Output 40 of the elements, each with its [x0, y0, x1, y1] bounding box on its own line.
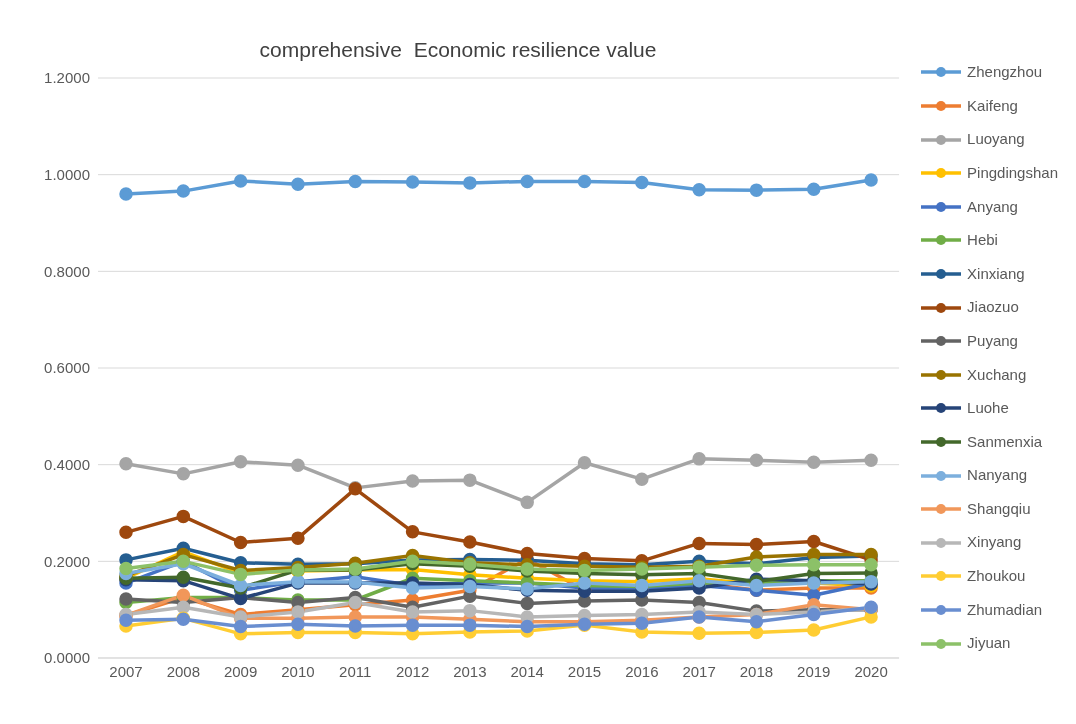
- legend-label: Pingdingshan: [967, 162, 1058, 183]
- x-tick-label: 2016: [625, 662, 659, 680]
- y-tick-label: 0.4000: [44, 455, 90, 473]
- y-tick-label: 0.2000: [44, 552, 90, 570]
- y-tick-label: 1.0000: [44, 165, 90, 183]
- x-tick-label: 2019: [797, 662, 831, 680]
- legend-label: Kaifeng: [967, 95, 1018, 116]
- legend-label: Sanmenxia: [967, 431, 1043, 452]
- x-tick-label: 2020: [854, 662, 888, 680]
- x-tick-label: 2014: [510, 662, 544, 680]
- x-tick-label: 2011: [339, 662, 372, 680]
- legend-label: Zhoukou: [967, 566, 1026, 587]
- chart-title: comprehensive Economic resilience value: [258, 38, 658, 62]
- x-tick-label: 2007: [109, 662, 143, 680]
- x-tick-label: 2015: [567, 662, 602, 680]
- legend-label: Xuchang: [967, 364, 1027, 385]
- legend-label: Luoyang: [967, 129, 1025, 150]
- legend-label: Puyang: [967, 330, 1018, 351]
- legend-label: Zhengzhou: [967, 62, 1043, 83]
- x-tick-label: 2008: [166, 662, 200, 680]
- x-tick-label: 2012: [395, 662, 430, 680]
- x-tick-label: 2018: [739, 662, 774, 680]
- x-tick-label: 2017: [682, 662, 716, 680]
- y-tick-label: 0.6000: [44, 359, 90, 377]
- legend-label: Xinyang: [967, 532, 1022, 553]
- y-tick-label: 0.8000: [44, 262, 90, 280]
- legend-label: Xinxiang: [967, 263, 1025, 284]
- legend-label: Shangqiu: [967, 498, 1031, 519]
- x-tick-label: 2013: [453, 662, 487, 680]
- legend-label: Luohe: [967, 398, 1009, 419]
- x-tick-label: 2010: [281, 662, 315, 680]
- legend-label: Anyang: [967, 196, 1018, 217]
- y-tick-label: 0.0000: [44, 649, 90, 667]
- x-tick-label: 2009: [223, 662, 258, 680]
- legend-label: Jiyuan: [967, 633, 1011, 654]
- y-tick-label: 1.2000: [44, 69, 90, 87]
- legend-label: Nanyang: [967, 465, 1028, 486]
- legend-label: Hebi: [967, 230, 998, 251]
- legend-label: Zhumadian: [967, 599, 1043, 620]
- legend-label: Jiaozuo: [967, 297, 1019, 318]
